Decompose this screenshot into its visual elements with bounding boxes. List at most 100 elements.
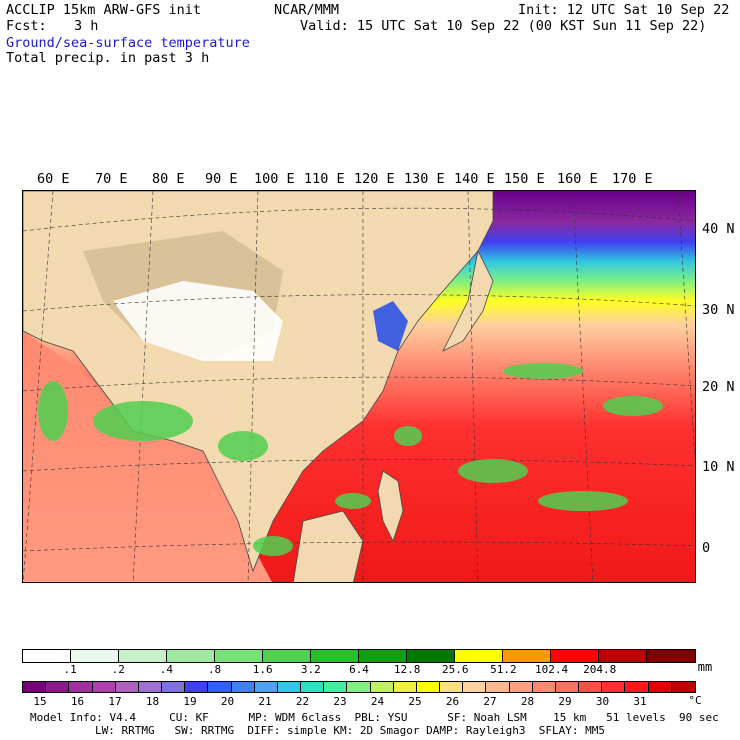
- colorbar-swatch: [208, 682, 232, 692]
- colorbar-swatch: [347, 682, 371, 692]
- colorbar-swatch: [551, 650, 599, 662]
- colorbar-swatch: [599, 650, 647, 662]
- colorbar-swatch: [215, 650, 263, 662]
- colorbar-swatch: [71, 650, 119, 662]
- graticule: [23, 191, 695, 582]
- temperature-scale-label: 27: [483, 695, 497, 708]
- model-title: ACCLIP 15km ARW-GFS init: [6, 2, 202, 18]
- precip-colorbar: [22, 649, 696, 663]
- precip-scale-label: 1.6: [252, 663, 273, 676]
- colorbar-swatch: [23, 682, 47, 692]
- colorbar-swatch: [455, 650, 503, 662]
- lon-label: 80 E: [152, 171, 185, 187]
- forecast-label: Fcst:: [6, 18, 47, 34]
- colorbar-swatch: [115, 682, 139, 692]
- temperature-scale-label: 31: [633, 695, 647, 708]
- colorbar-swatch: [69, 682, 93, 692]
- precip-unit: mm: [697, 660, 713, 674]
- lon-label: 150 E: [504, 171, 545, 187]
- temperature-scale-label: 20: [220, 695, 235, 708]
- precip-scale-label: 51.2: [490, 663, 517, 676]
- colorbar-swatch: [532, 682, 556, 692]
- colorbar-swatch: [263, 650, 311, 662]
- precip-scale-label: 25.6: [442, 663, 469, 676]
- temperature-scale-label: 23: [333, 695, 347, 708]
- philippines: [377, 470, 404, 543]
- colorbar-swatch: [602, 682, 626, 692]
- colorbar-swatch: [138, 682, 163, 692]
- temperature-scale-label: 25: [408, 695, 422, 708]
- indian-ocean: [23, 331, 272, 582]
- colorbar-swatch: [416, 682, 441, 692]
- lon-label: 140 E: [454, 171, 495, 187]
- lon-label: 100 E: [254, 171, 295, 187]
- colorbar-swatch: [393, 682, 417, 692]
- temperature-scale-label: 19: [183, 695, 197, 708]
- colorbar-swatch: [647, 650, 695, 662]
- lat-label: 0: [702, 540, 711, 556]
- lon-label: 120 E: [354, 171, 395, 187]
- colorbar-swatch: [231, 682, 255, 692]
- colorbar-swatch: [254, 682, 278, 692]
- precip-scale-label: .1: [63, 663, 77, 676]
- precip-scale-label: 102.4: [535, 663, 569, 676]
- temperature-scale-label: 21: [258, 695, 272, 708]
- colorbar-swatch: [370, 682, 394, 692]
- colorbar-swatch: [671, 682, 695, 692]
- colorbar-swatch: [277, 682, 302, 692]
- colorbar-swatch: [463, 682, 487, 692]
- temperature-scale-label: 18: [145, 695, 160, 708]
- precip-scale-label: 204.8: [583, 663, 617, 676]
- organization: NCAR/MMM: [274, 2, 340, 18]
- precip-scale-label: 12.8: [393, 663, 421, 676]
- lon-label: 170 E: [612, 171, 653, 187]
- colorbar-swatch: [503, 650, 551, 662]
- lat-label: 30 N: [702, 302, 735, 318]
- lon-label: 110 E: [304, 171, 345, 187]
- precipitation-areas: [38, 363, 663, 556]
- precip-scale-label: .2: [111, 663, 125, 676]
- temperature-scale-label: 15: [33, 695, 47, 708]
- temperature-scale-label: 28: [520, 695, 535, 708]
- forecast-map: [22, 190, 696, 583]
- yellow-sea: [373, 301, 408, 351]
- colorbar-swatch: [625, 682, 649, 692]
- temperature-scale-label: 22: [295, 695, 310, 708]
- tibetan-plateau: [113, 281, 283, 361]
- lon-label: 130 E: [404, 171, 445, 187]
- colorbar-swatch: [440, 682, 464, 692]
- precip-scale-label: 6.4: [349, 663, 369, 676]
- temperature-unit: °C: [688, 694, 702, 707]
- colorbar-swatch: [92, 682, 116, 692]
- colorbar-swatch: [23, 650, 71, 662]
- lon-label: 90 E: [205, 171, 238, 187]
- colorbar-swatch: [324, 682, 348, 692]
- colorbar-swatch: [46, 682, 70, 692]
- lon-label: 60 E: [37, 171, 70, 187]
- precip-scale-label: .8: [207, 663, 222, 676]
- temperature-scale-label: 26: [445, 695, 460, 708]
- colorbar-swatch: [579, 682, 603, 692]
- colorbar-swatch: [359, 650, 407, 662]
- colorbar-swatch: [301, 682, 325, 692]
- temperature-scale-label: 29: [558, 695, 572, 708]
- colorbar-swatch: [311, 650, 359, 662]
- model-info-line1: Model Info: V4.4 CU: KF MP: WDM 6class P…: [30, 711, 719, 724]
- colorbar-swatch: [509, 682, 533, 692]
- temperature-scale-label: 30: [595, 695, 610, 708]
- field-title-precip: Total precip. in past 3 h: [6, 50, 210, 66]
- lon-label: 160 E: [557, 171, 598, 187]
- colorbar-swatch: [486, 682, 510, 692]
- field-title-temperature: Ground/sea-surface temperature: [6, 35, 250, 51]
- colorbar-swatch: [185, 682, 209, 692]
- colorbar-swatch: [167, 650, 215, 662]
- init-time: Init: 12 UTC Sat 10 Sep 22: [518, 2, 730, 18]
- lat-label: 40 N: [702, 221, 735, 237]
- lat-label: 10 N: [702, 459, 735, 475]
- lon-label: 70 E: [95, 171, 128, 187]
- valid-time: Valid: 15 UTC Sat 10 Sep 22 (00 KST Sun …: [300, 18, 707, 34]
- temperature-scale-label: 16: [70, 695, 85, 708]
- colorbar-swatch: [407, 650, 455, 662]
- colorbar-swatch: [162, 682, 186, 692]
- colorbar-swatch: [648, 682, 672, 692]
